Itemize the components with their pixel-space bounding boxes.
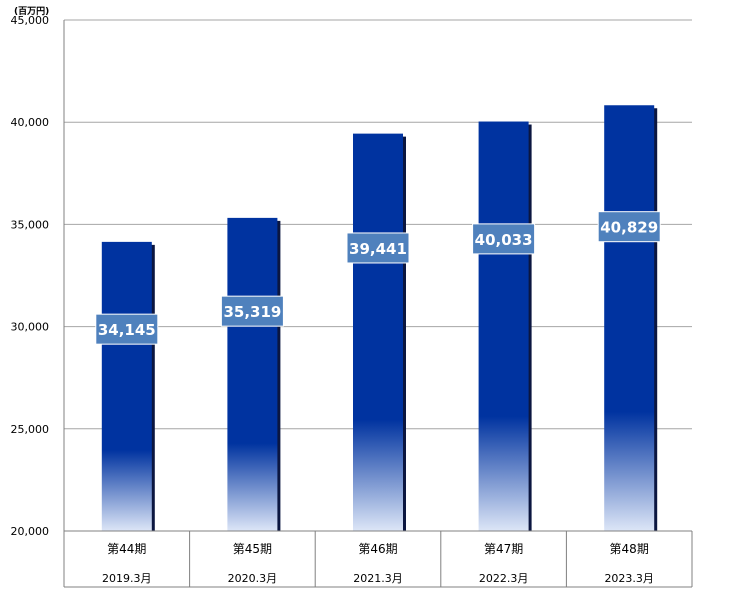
category-label: 第44期 bbox=[107, 542, 146, 556]
data-labels: 34,145 35,319 39,441 40,033 40,829 bbox=[95, 211, 661, 345]
category-sublabel: 2023.3月 bbox=[604, 572, 654, 585]
y-tick-label: 35,000 bbox=[11, 218, 50, 231]
data-label-box bbox=[346, 232, 410, 264]
y-tick-label: 20,000 bbox=[11, 525, 50, 538]
bar bbox=[478, 121, 529, 531]
data-label-box bbox=[472, 223, 536, 255]
data-label-box bbox=[95, 313, 159, 345]
axes bbox=[63, 20, 692, 588]
y-tick-label: 45,000 bbox=[11, 14, 50, 27]
y-tick-label: 25,000 bbox=[11, 423, 50, 436]
y-tick-labels: 20,000 25,000 30,000 35,000 40,000 45,000 bbox=[11, 14, 50, 538]
data-label: 39,441 bbox=[349, 240, 407, 258]
bar bbox=[227, 217, 278, 531]
data-label: 40,033 bbox=[475, 231, 533, 249]
bar bbox=[353, 133, 403, 531]
category-label: 第47期 bbox=[484, 542, 523, 556]
category-label: 第46期 bbox=[358, 542, 397, 556]
data-label: 40,829 bbox=[600, 219, 658, 237]
y-tick-label: 30,000 bbox=[11, 321, 50, 334]
category-sublabel: 2020.3月 bbox=[228, 572, 278, 585]
category-sublabel: 2021.3月 bbox=[353, 572, 403, 585]
data-label-box bbox=[597, 211, 661, 243]
bar bbox=[604, 105, 655, 531]
data-label: 34,145 bbox=[98, 321, 156, 339]
data-label-box bbox=[220, 295, 284, 327]
category-label: 第45期 bbox=[233, 542, 272, 556]
category-sublabel: 2019.3月 bbox=[102, 572, 152, 585]
y-tick-label: 40,000 bbox=[11, 116, 50, 129]
category-sublabel: 2022.3月 bbox=[479, 572, 529, 585]
bars bbox=[101, 105, 658, 531]
data-label: 35,319 bbox=[223, 303, 281, 321]
x-category-table: 第44期 2019.3月 第45期 2020.3月 第46期 2021.3月 第47期 202… bbox=[63, 531, 693, 587]
category-label: 第48期 bbox=[610, 542, 649, 556]
unit-label: (百万円) bbox=[14, 6, 49, 17]
bar bbox=[101, 241, 152, 531]
